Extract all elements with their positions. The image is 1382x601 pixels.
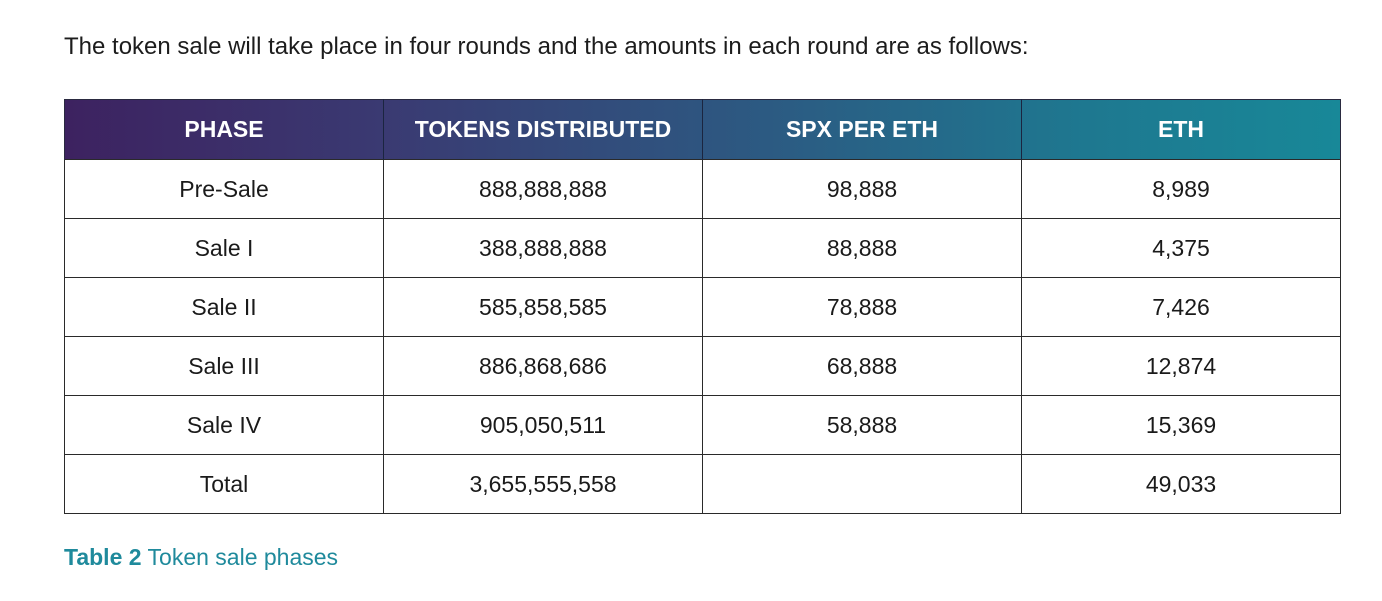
cell-eth: 15,369 xyxy=(1021,395,1341,455)
cell-eth: 12,874 xyxy=(1021,336,1341,396)
column-header-spx-per-eth: SPX PER ETH xyxy=(702,99,1022,160)
table-total-row: Total 3,655,555,558 49,033 xyxy=(64,454,1341,514)
cell-spx-per-eth: 68,888 xyxy=(702,336,1022,396)
cell-spx-per-eth: 98,888 xyxy=(702,159,1022,219)
table-row: Sale III 886,868,686 68,888 12,874 xyxy=(64,336,1341,396)
cell-eth: 4,375 xyxy=(1021,218,1341,278)
column-header-eth: ETH xyxy=(1021,99,1341,160)
cell-spx-per-eth: 58,888 xyxy=(702,395,1022,455)
cell-phase: Pre-Sale xyxy=(64,159,384,219)
cell-phase: Sale II xyxy=(64,277,384,337)
table-row: Sale II 585,858,585 78,888 7,426 xyxy=(64,277,1341,337)
cell-tokens: 388,888,888 xyxy=(383,218,703,278)
cell-spx-per-eth xyxy=(702,454,1022,514)
cell-tokens: 585,858,585 xyxy=(383,277,703,337)
table-row: Sale IV 905,050,511 58,888 15,369 xyxy=(64,395,1341,455)
cell-tokens: 888,888,888 xyxy=(383,159,703,219)
table-caption: Table 2 Token sale phases xyxy=(64,540,338,574)
column-header-tokens-distributed: TOKENS DISTRIBUTED xyxy=(383,99,703,160)
cell-spx-per-eth: 88,888 xyxy=(702,218,1022,278)
cell-tokens: 3,655,555,558 xyxy=(383,454,703,514)
table-row: Pre-Sale 888,888,888 98,888 8,989 xyxy=(64,159,1341,219)
cell-phase: Sale III xyxy=(64,336,384,396)
table-row: Sale I 388,888,888 88,888 4,375 xyxy=(64,218,1341,278)
cell-tokens: 905,050,511 xyxy=(383,395,703,455)
cell-phase: Total xyxy=(64,454,384,514)
table-header-row: PHASE TOKENS DISTRIBUTED SPX PER ETH ETH xyxy=(64,99,1341,160)
column-header-phase: PHASE xyxy=(64,99,384,160)
cell-phase: Sale IV xyxy=(64,395,384,455)
intro-paragraph: The token sale will take place in four r… xyxy=(64,33,1029,60)
cell-phase: Sale I xyxy=(64,218,384,278)
cell-eth: 8,989 xyxy=(1021,159,1341,219)
caption-label: Table 2 xyxy=(64,544,142,570)
cell-tokens: 886,868,686 xyxy=(383,336,703,396)
cell-eth: 7,426 xyxy=(1021,277,1341,337)
token-sale-table: PHASE TOKENS DISTRIBUTED SPX PER ETH ETH… xyxy=(64,99,1341,514)
cell-eth: 49,033 xyxy=(1021,454,1341,514)
cell-spx-per-eth: 78,888 xyxy=(702,277,1022,337)
caption-text: Token sale phases xyxy=(147,544,339,570)
